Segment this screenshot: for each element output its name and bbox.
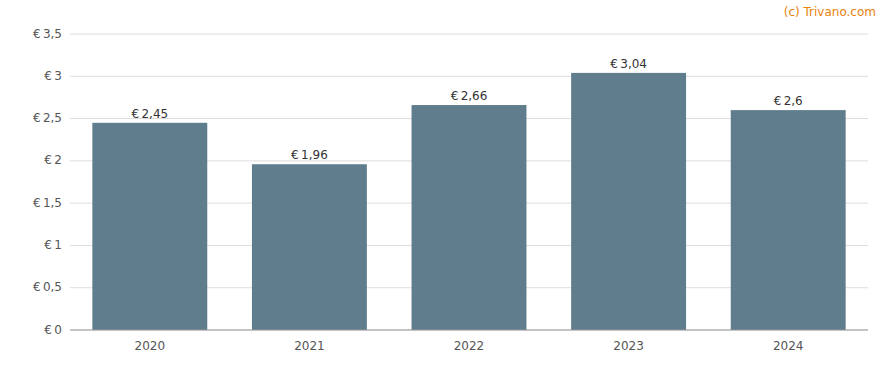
data-label: € 2,66 [451,89,488,103]
x-tick-label: 2020 [135,339,166,353]
bar [412,105,527,330]
y-tick-label: € 3 [44,69,62,83]
background [0,0,888,370]
y-tick-label: € 0,5 [33,280,62,294]
grid [70,34,868,330]
x-tick-label: 2022 [454,339,485,353]
y-tick-label: € 2,5 [33,111,62,125]
grid-line [70,330,868,331]
grid-line [70,34,868,35]
y-tick-label: € 3,5 [33,27,62,41]
bar [731,110,846,330]
data-label: € 2,6 [774,94,803,108]
annotation: (c) Trivano.com [784,5,876,19]
chart-container: € 0€ 0,5€ 1€ 1,5€ 2€ 2,5€ 3€ 3,5€ 2,45€ … [0,0,888,370]
x-tick-label: 2023 [613,339,644,353]
y-axis: € 0 € 0,5 € 1 € 1,5 € 2 € 2,5 € 3 € 3,5 [33,27,62,337]
y-tick-label: € 2 [44,153,62,167]
data-label: € 2,45 [131,107,168,121]
y-tick-label: € 1 [44,238,62,252]
bars [92,73,845,330]
data-label: € 1,96 [291,148,328,162]
bar [92,123,207,330]
y-tick-label: € 0 [44,323,62,337]
chart: € 0€ 0,5€ 1€ 1,5€ 2€ 2,5€ 3€ 3,5€ 2,45€ … [0,0,888,370]
data-label: € 3,04 [610,57,647,71]
y-tick-label: € 1,5 [33,196,62,210]
data-labels: € 2,45 € 1,96 € 2,66 € 3,04 € 2,6 [131,57,802,162]
x-tick-label: 2024 [773,339,804,353]
bar [571,73,686,330]
x-axis: 2020 2021 2022 2023 2024 [70,330,868,353]
bar [252,164,367,330]
x-axis-line [70,330,868,331]
grid-line [70,76,868,77]
x-tick-label: 2021 [294,339,325,353]
